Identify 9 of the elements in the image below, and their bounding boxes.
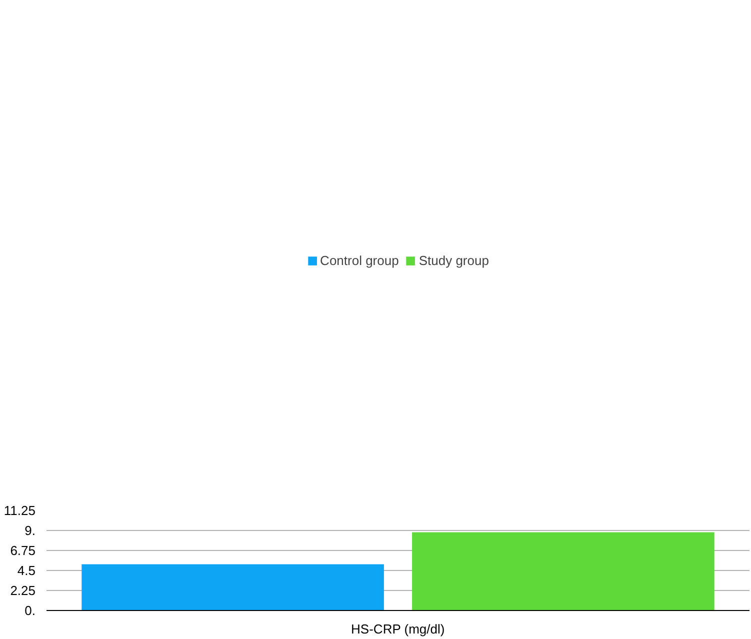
y-tick-label: 2.25 <box>10 583 36 598</box>
y-tick-label: 0. <box>24 603 36 618</box>
x-tick-label: HS-CRP (mg/dl) <box>351 622 445 636</box>
y-tick-label: 6.75 <box>10 543 36 558</box>
y-tick-label: 11.25 <box>4 503 36 518</box>
y-tick-label: 4.5 <box>17 563 36 578</box>
legend-label: Study group <box>418 252 489 268</box>
y-tick-label: 9. <box>24 523 36 538</box>
legend-label: Control group <box>320 252 399 268</box>
